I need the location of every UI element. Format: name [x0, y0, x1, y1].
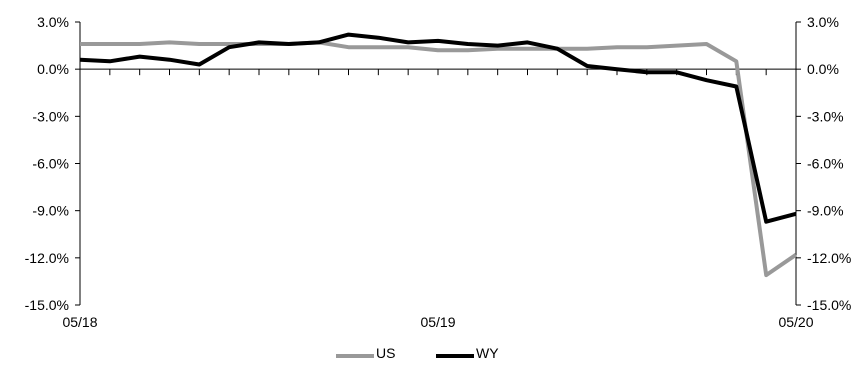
- y-axis-right-labels: 3.0% 0.0% -3.0% -6.0% -9.0% -12.0% -15.0%: [807, 14, 851, 313]
- y-tick-label-left: -12.0%: [25, 250, 69, 266]
- y-tick-label-right: -3.0%: [807, 108, 844, 124]
- y-tick-label-left: -9.0%: [32, 203, 69, 219]
- y-axis-left-labels: 3.0% 0.0% -3.0% -6.0% -9.0% -12.0% -15.0%: [25, 14, 69, 313]
- y-tick-label-right: -9.0%: [807, 203, 844, 219]
- y-tick-label-left: -3.0%: [32, 108, 69, 124]
- legend: US WY: [336, 345, 499, 361]
- y-tick-label-left: 0.0%: [37, 61, 69, 77]
- y-tick-label-left: -15.0%: [25, 297, 69, 313]
- legend-label-us: US: [376, 345, 395, 361]
- y-tick-label-right: -12.0%: [807, 250, 851, 266]
- y-tick-label-right: -15.0%: [807, 297, 851, 313]
- x-tick-label: 05/18: [62, 314, 97, 330]
- series-lines: [79, 32, 798, 278]
- x-tick-label: 05/19: [420, 314, 455, 330]
- series-line-wy: [79, 32, 797, 224]
- series-line-us: [80, 40, 798, 278]
- legend-label-wy: WY: [476, 345, 499, 361]
- y-tick-label-right: 0.0%: [807, 61, 839, 77]
- y-tick-label-right: -6.0%: [807, 156, 844, 172]
- x-axis-labels: 05/18 05/19 05/20: [62, 314, 813, 330]
- x-tick-label: 05/20: [778, 314, 813, 330]
- y-tick-label-left: -6.0%: [32, 156, 69, 172]
- y-tick-label-right: 3.0%: [807, 14, 839, 30]
- chart-ticks: [75, 21, 801, 306]
- y-tick-label-left: 3.0%: [37, 14, 69, 30]
